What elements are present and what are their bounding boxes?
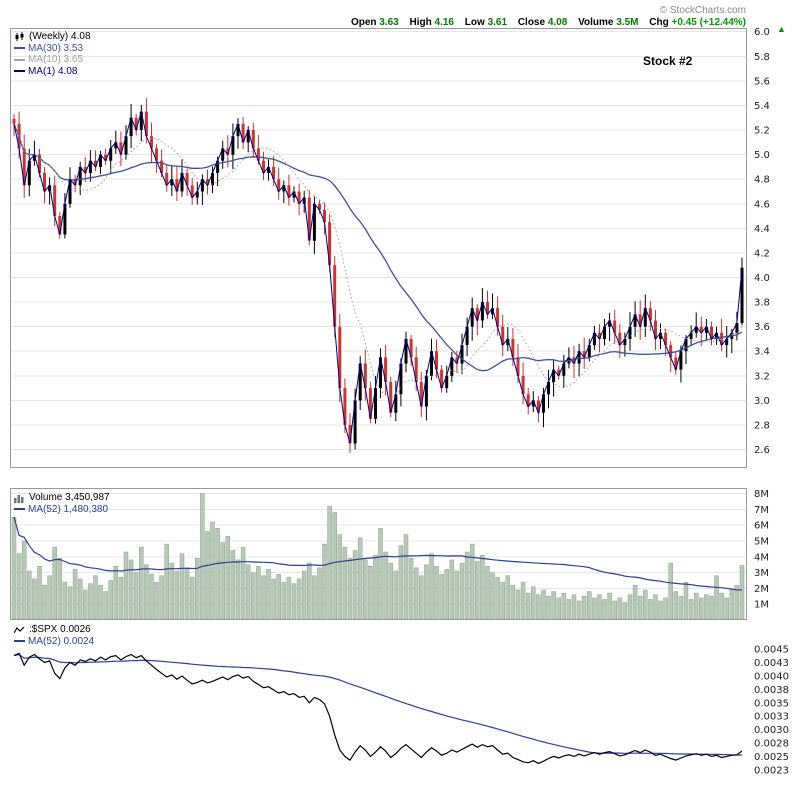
stock-label: Stock #2: [643, 54, 693, 68]
svg-text:0.0025: 0.0025: [754, 752, 789, 763]
svg-text:0.0043: 0.0043: [754, 658, 789, 669]
copyright: © StockCharts.com: [659, 5, 746, 16]
ratio-legend: :$SPX 0.0026 MA(52) 0.0024: [14, 624, 94, 647]
price-legend: (Weekly) 4.08 MA(30) 3.53 MA(10) 3.65 MA…: [14, 31, 91, 77]
svg-text:0.0038: 0.0038: [754, 685, 789, 696]
svg-text:0.0028: 0.0028: [754, 738, 789, 749]
ratio-ma52-line-swatch: [14, 640, 25, 643]
open-field: Open 3.63: [350, 17, 399, 28]
svg-text:5M: 5M: [754, 536, 769, 547]
high-field: High 4.16: [409, 17, 454, 28]
legend-ratio-ma52-row: MA(52) 0.0024: [14, 636, 94, 648]
svg-text:7M: 7M: [754, 505, 769, 516]
svg-text:3.0: 3.0: [754, 396, 770, 407]
svg-text:1M: 1M: [754, 600, 769, 611]
svg-text:0.0030: 0.0030: [754, 725, 789, 736]
svg-text:4.6: 4.6: [754, 199, 770, 210]
candlestick-icon: [14, 31, 27, 42]
volume-field: Volume 3.5M: [578, 17, 639, 28]
line-chart-icon: [14, 625, 27, 635]
bars-icon: [14, 493, 27, 503]
volume-ma52-line-swatch: [14, 508, 25, 511]
legend-volume-ma52-row: MA(52) 1,480,380: [14, 504, 110, 516]
volume-legend: Volume 3,450,987 MA(52) 1,480,380: [14, 492, 110, 515]
volume-chart-panel: 8M 7M 6M 5M 4M 3M 2M 1M: [10, 488, 769, 620]
ma1-line-swatch: [14, 70, 25, 73]
svg-text:3.8: 3.8: [754, 298, 770, 309]
svg-text:3.6: 3.6: [754, 322, 770, 333]
price-up-arrow-icon: ▲: [777, 24, 786, 34]
svg-text:0.0040: 0.0040: [754, 671, 789, 682]
svg-text:4.0: 4.0: [754, 273, 770, 284]
svg-text:4.2: 4.2: [754, 248, 770, 259]
svg-text:3.2: 3.2: [754, 371, 770, 382]
svg-text:3.4: 3.4: [754, 347, 770, 358]
legend-ma30-row: MA(30) 3.53: [14, 43, 91, 55]
svg-text:5.6: 5.6: [754, 76, 770, 87]
svg-text:2.6: 2.6: [754, 445, 770, 456]
change-field: Chg +0.45 (+12.44%): [649, 17, 746, 28]
svg-text:5.2: 5.2: [754, 126, 770, 137]
svg-text:0.0035: 0.0035: [754, 698, 789, 709]
svg-text:0.0023: 0.0023: [754, 765, 789, 776]
ma10-line-swatch: [14, 58, 25, 61]
svg-text:6.0: 6.0: [754, 28, 770, 38]
ohlc-summary: Open 3.63 High 4.16 Low 3.61 Close 4.08 …: [343, 17, 746, 28]
svg-text:6M: 6M: [754, 521, 769, 532]
price-chart-panel: 6.0 5.8 5.6 5.4 5.2 5.0 4.8 4.6 4.4 4.2 4.0 3.8 3.6 3…: [10, 28, 770, 468]
svg-text:5.0: 5.0: [754, 150, 770, 161]
ma30-line-swatch: [14, 47, 25, 50]
svg-text:3M: 3M: [754, 568, 769, 579]
close-field: Close 4.08: [517, 17, 568, 28]
svg-text:2.8: 2.8: [754, 420, 770, 431]
svg-text:2M: 2M: [754, 584, 769, 595]
low-field: Low 3.61: [464, 17, 508, 28]
svg-text:5.4: 5.4: [754, 101, 770, 112]
legend-volume-row: Volume 3,450,987: [14, 492, 110, 504]
svg-text:4.4: 4.4: [754, 224, 770, 235]
legend-ma10-row: MA(10) 3.65: [14, 54, 91, 66]
ratio-chart-panel: 0.0045 0.0043 0.0040 0.0038 0.0035 0.0033 0.00…: [13, 645, 789, 776]
legend-ratio-row: :$SPX 0.0026: [14, 624, 94, 636]
svg-text:4M: 4M: [754, 552, 769, 563]
legend-weekly-row: (Weekly) 4.08: [14, 31, 91, 43]
svg-text:5.8: 5.8: [754, 52, 770, 63]
legend-ma1-row: MA(1) 4.08: [14, 66, 91, 78]
svg-text:4.8: 4.8: [754, 175, 770, 186]
svg-text:0.0033: 0.0033: [754, 712, 789, 723]
svg-text:0.0045: 0.0045: [754, 645, 789, 656]
svg-text:8M: 8M: [754, 489, 769, 500]
